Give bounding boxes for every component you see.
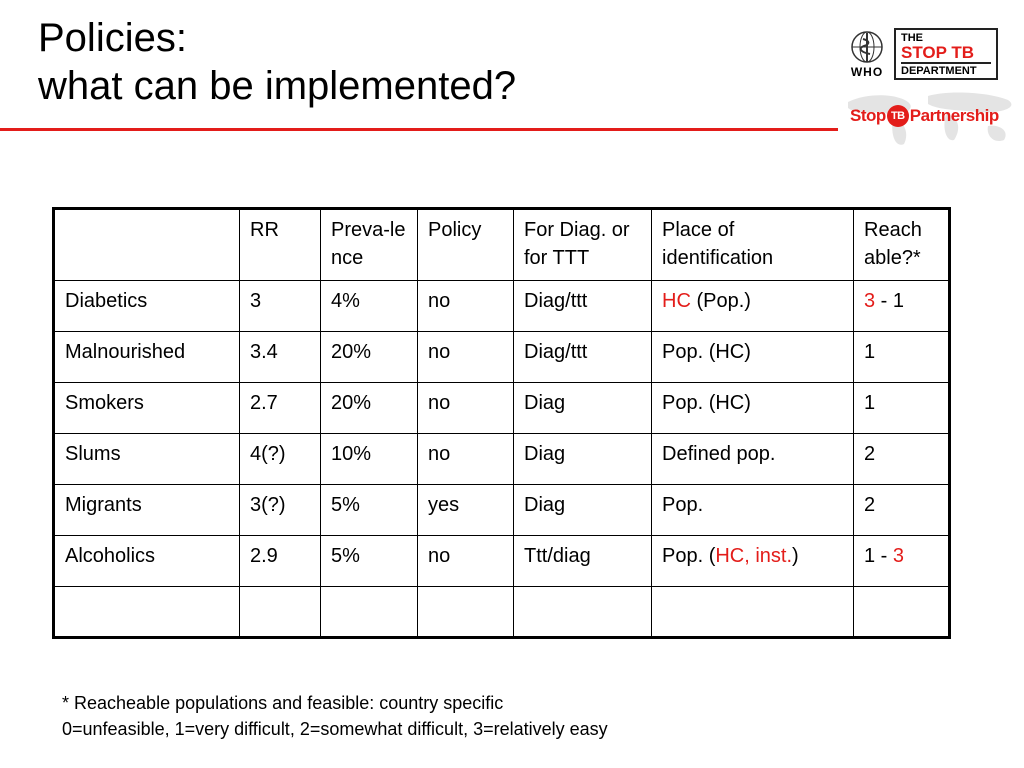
- cell-rr: 3.4: [239, 331, 321, 383]
- stop-tb-department-logo: THE STOP TB DEPARTMENT: [894, 28, 998, 80]
- cell-empty: [651, 586, 854, 638]
- cell-prevalence: 4%: [320, 280, 418, 332]
- cell-empty: [53, 586, 240, 638]
- footnote-line-2: 0=unfeasible, 1=very difficult, 2=somewh…: [62, 719, 608, 739]
- title-underline: [0, 128, 838, 131]
- cell-diag: Diag/ttt: [513, 280, 652, 332]
- header-reachable: Reach able?*: [853, 208, 950, 281]
- table-row-empty: [53, 586, 950, 638]
- cell-rr: 3: [239, 280, 321, 332]
- cell-place: Pop.: [651, 484, 854, 536]
- title-line-1: Policies:: [38, 16, 187, 60]
- cell-rr: 4(?): [239, 433, 321, 485]
- cell-reachable: 1: [853, 382, 950, 434]
- cell-reachable: 1: [853, 331, 950, 383]
- table-header-row: RR Preva-lence Policy For Diag. or for T…: [53, 208, 950, 281]
- cell-place: Pop. (HC): [651, 382, 854, 434]
- cell-group: Malnourished: [53, 331, 240, 383]
- cell-policy: yes: [417, 484, 514, 536]
- cell-prevalence: 20%: [320, 331, 418, 383]
- table-row: Malnourished 3.4 20% no Diag/ttt Pop. (H…: [53, 331, 950, 383]
- title-line-2: what can be implemented?: [38, 64, 517, 108]
- cell-place: Pop. (HC, inst.): [651, 535, 854, 587]
- place-text: (Pop.): [690, 290, 751, 312]
- cell-diag: Ttt/diag: [513, 535, 652, 587]
- cell-group: Migrants: [53, 484, 240, 536]
- cell-group: Slums: [53, 433, 240, 485]
- reach-highlight: 3: [864, 290, 876, 312]
- cell-reachable: 1 - 3: [853, 535, 950, 587]
- header-diag-or-ttt: For Diag. or for TTT: [513, 208, 652, 281]
- slide-title: Policies: what can be implemented?: [38, 14, 516, 110]
- cell-place: HC (Pop.): [651, 280, 854, 332]
- partnership-logo-text: Stop TB Partnership: [850, 105, 999, 127]
- cell-rr: 2.7: [239, 382, 321, 434]
- footnote: * Reacheable populations and feasible: c…: [62, 690, 608, 742]
- cell-diag: Diag: [513, 382, 652, 434]
- cell-prevalence: 5%: [320, 484, 418, 536]
- cell-prevalence: 20%: [320, 382, 418, 434]
- cell-prevalence: 5%: [320, 535, 418, 587]
- cell-reachable: 2: [853, 484, 950, 536]
- dept-logo-line-1: THE: [901, 31, 923, 44]
- policies-table: RR Preva-lence Policy For Diag. or for T…: [52, 207, 951, 639]
- cell-reachable: 2: [853, 433, 950, 485]
- cell-diag: Diag: [513, 484, 652, 536]
- partnership-logo-suffix: Partnership: [909, 106, 999, 125]
- reach-text: 1 -: [864, 545, 893, 567]
- table-row: Smokers 2.7 20% no Diag Pop. (HC) 1: [53, 382, 950, 434]
- stop-tb-partnership-logo: Stop TB Partnership: [838, 88, 1022, 150]
- reach-highlight: 3: [892, 545, 905, 567]
- cell-empty: [513, 586, 652, 638]
- tb-circle-icon: TB: [886, 105, 909, 127]
- cell-prevalence: 10%: [320, 433, 418, 485]
- cell-place: Defined pop.: [651, 433, 854, 485]
- cell-empty: [853, 586, 950, 638]
- who-logo-text: WHO: [850, 65, 884, 79]
- table-row: Diabetics 3 4% no Diag/ttt HC (Pop.) 3 -…: [53, 280, 950, 332]
- cell-empty: [239, 586, 321, 638]
- who-emblem-icon: [851, 31, 883, 63]
- cell-place: Pop. (HC): [651, 331, 854, 383]
- header-policy: Policy: [417, 208, 514, 281]
- cell-policy: no: [417, 331, 514, 383]
- partnership-logo-prefix: Stop: [850, 106, 886, 125]
- header-prevalence: Preva-lence: [320, 208, 418, 281]
- footnote-line-1: * Reacheable populations and feasible: c…: [62, 693, 504, 713]
- who-logo: WHO: [843, 30, 891, 82]
- cell-policy: no: [417, 535, 514, 587]
- place-highlight: HC, inst.: [715, 545, 793, 567]
- place-text-close: ): [792, 545, 799, 567]
- cell-empty: [320, 586, 418, 638]
- place-text: Pop. (: [662, 545, 716, 567]
- table-row: Slums 4(?) 10% no Diag Defined pop. 2: [53, 433, 950, 485]
- cell-group: Alcoholics: [53, 535, 240, 587]
- cell-policy: no: [417, 382, 514, 434]
- cell-diag: Diag: [513, 433, 652, 485]
- cell-policy: no: [417, 433, 514, 485]
- header-group: [53, 208, 240, 281]
- cell-group: Diabetics: [53, 280, 240, 332]
- table-row: Migrants 3(?) 5% yes Diag Pop. 2: [53, 484, 950, 536]
- table-row: Alcoholics 2.9 5% no Ttt/diag Pop. (HC, …: [53, 535, 950, 587]
- place-highlight: HC: [662, 290, 691, 312]
- cell-rr: 2.9: [239, 535, 321, 587]
- cell-diag: Diag/ttt: [513, 331, 652, 383]
- cell-rr: 3(?): [239, 484, 321, 536]
- cell-policy: no: [417, 280, 514, 332]
- dept-logo-line-3: DEPARTMENT: [901, 64, 977, 77]
- cell-empty: [417, 586, 514, 638]
- cell-group: Smokers: [53, 382, 240, 434]
- dept-logo-line-2: STOP TB: [901, 43, 991, 64]
- reach-text: - 1: [875, 290, 905, 312]
- header-place-of-identification: Place of identification: [651, 208, 854, 281]
- cell-reachable: 3 - 1: [853, 280, 950, 332]
- header-rr: RR: [239, 208, 321, 281]
